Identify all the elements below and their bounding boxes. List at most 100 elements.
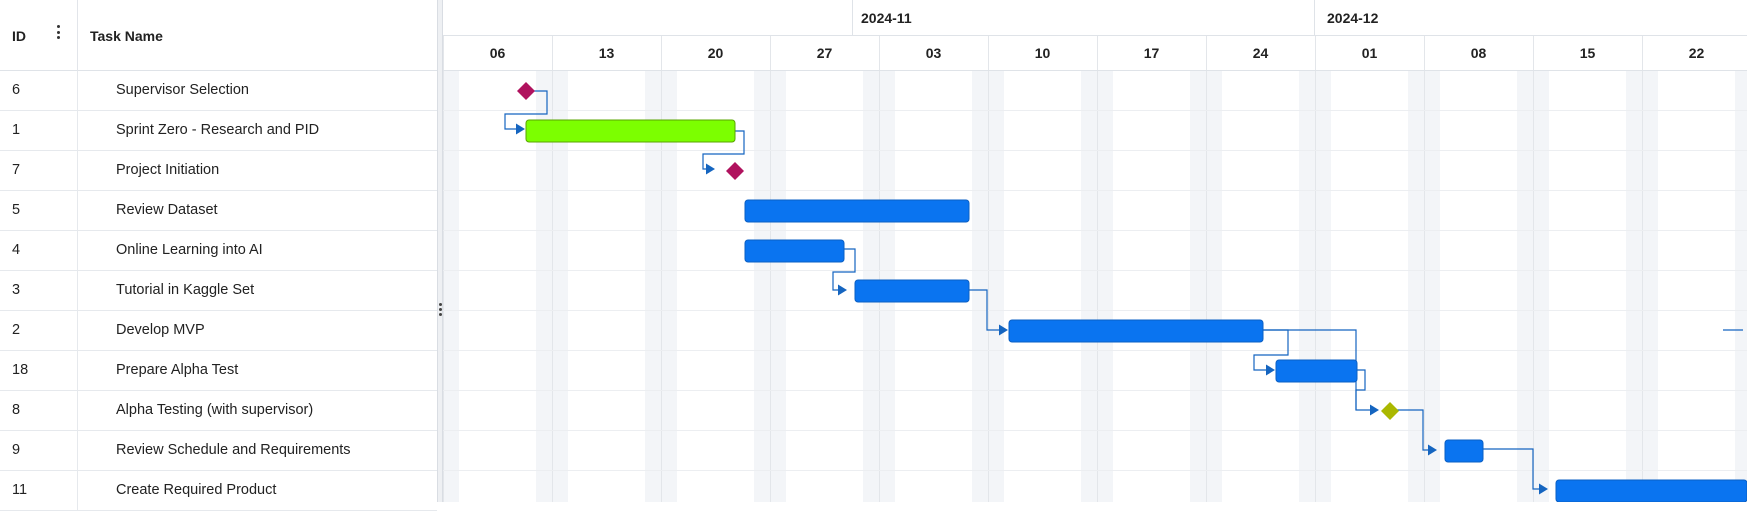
week-label: 17 [1144, 45, 1160, 61]
cell-divider [77, 151, 78, 191]
task-name-cell[interactable]: Supervisor Selection [116, 82, 249, 98]
column-header-task-name[interactable]: Task Name [90, 28, 163, 44]
cell-divider [77, 311, 78, 351]
task-bar[interactable] [854, 279, 970, 303]
cell-divider [77, 471, 78, 511]
task-name-cell[interactable]: Prepare Alpha Test [116, 362, 239, 378]
column-divider[interactable] [77, 0, 78, 71]
task-name-cell[interactable]: Alpha Testing (with supervisor) [116, 402, 314, 418]
weekend-shade [1642, 71, 1658, 502]
task-name-cell[interactable]: Review Dataset [116, 202, 218, 218]
table-row[interactable]: 18 Prepare Alpha Test [0, 351, 437, 391]
week-label: 20 [708, 45, 724, 61]
task-id-cell: 8 [12, 402, 21, 418]
task-name-cell[interactable]: Sprint Zero - Research and PID [116, 122, 320, 138]
task-id-cell: 4 [12, 242, 21, 258]
weekend-shade [1081, 71, 1097, 502]
task-name-cell[interactable]: Tutorial in Kaggle Set [116, 282, 255, 298]
milestone-marker[interactable] [1381, 402, 1399, 420]
dependency-arrow-icon [706, 163, 715, 175]
table-row[interactable]: 11 Create Required Product [0, 471, 437, 511]
task-name-cell[interactable]: Review Schedule and Requirements [116, 442, 351, 458]
cell-divider [77, 71, 78, 111]
task-id-cell: 5 [12, 202, 21, 218]
task-name-cell[interactable]: Project Initiation [116, 162, 220, 178]
weekend-shade [1533, 71, 1549, 502]
weekend-shade [1299, 71, 1315, 502]
task-name-cell[interactable]: Online Learning into AI [116, 242, 263, 258]
cell-divider [77, 231, 78, 271]
cell-divider [77, 111, 78, 151]
week-label: 13 [599, 45, 615, 61]
weekend-shade [1408, 71, 1424, 502]
weekend-shade [443, 71, 459, 502]
cell-divider [77, 351, 78, 391]
grid-header: ID Task Name [0, 0, 437, 71]
task-id-cell: 3 [12, 282, 21, 298]
weekend-shade [1206, 71, 1222, 502]
week-label: 01 [1362, 45, 1378, 61]
task-bar[interactable] [1008, 319, 1264, 343]
task-grid: ID Task Name 6 Supervisor Selection 1 Sprin… [0, 0, 438, 511]
panel-splitter[interactable] [438, 0, 443, 502]
dependency-arrow-icon [1370, 404, 1379, 416]
task-id-cell: 9 [12, 442, 21, 458]
weekend-shade [536, 71, 552, 502]
task-bar[interactable] [525, 119, 736, 143]
task-name-cell[interactable]: Develop MVP [116, 322, 205, 338]
table-row[interactable]: 5 Review Dataset [0, 191, 437, 231]
table-row[interactable]: 4 Online Learning into AI [0, 231, 437, 271]
task-bar[interactable] [744, 239, 845, 263]
task-id-cell: 7 [12, 162, 21, 178]
dependency-connector [969, 289, 1006, 331]
month-label: 2024-12 [1327, 10, 1379, 26]
week-label: 27 [817, 45, 833, 61]
cell-divider [77, 191, 78, 231]
dependency-connector [832, 248, 856, 291]
dependency-arrow-icon [999, 324, 1008, 336]
milestone-marker[interactable] [726, 162, 744, 180]
weekend-shade [972, 71, 988, 502]
dependency-connector [1355, 369, 1366, 410]
table-row[interactable]: 1 Sprint Zero - Research and PID [0, 111, 437, 151]
dependency-arrow-icon [516, 123, 525, 135]
weekend-shade [552, 71, 568, 502]
weekend-shade [1097, 71, 1113, 502]
week-label: 08 [1471, 45, 1487, 61]
table-row[interactable]: 6 Supervisor Selection [0, 71, 437, 111]
gantt-chart-canvas: 2024-11 2024-12 06 13 20 27 03 10 17 24 01 08 15 22 [443, 0, 1747, 502]
cell-divider [77, 431, 78, 471]
task-bar[interactable] [744, 199, 970, 223]
milestone-marker[interactable] [517, 82, 535, 100]
table-row[interactable]: 9 Review Schedule and Requirements [0, 431, 437, 471]
weekend-shade [770, 71, 786, 502]
table-row[interactable]: 7 Project Initiation [0, 151, 437, 191]
dependency-arrow-icon [1266, 364, 1275, 376]
task-bar[interactable] [1555, 479, 1747, 502]
weekend-shade [1315, 71, 1331, 502]
task-id-cell: 11 [12, 482, 28, 498]
table-row[interactable]: 2 Develop MVP [0, 311, 437, 351]
column-header-id[interactable]: ID [12, 28, 26, 44]
column-menu-icon[interactable] [53, 25, 63, 41]
table-row[interactable]: 3 Tutorial in Kaggle Set [0, 271, 437, 311]
splitter-handle-icon[interactable] [438, 303, 443, 318]
weekend-shade [1424, 71, 1440, 502]
cell-divider [77, 271, 78, 311]
dependency-arrow-icon [1539, 483, 1548, 495]
week-label: 10 [1035, 45, 1051, 61]
weekend-shade [988, 71, 1004, 502]
task-bar[interactable] [1444, 439, 1484, 463]
weekend-shade [1190, 71, 1206, 502]
task-name-cell[interactable]: Create Required Product [116, 482, 277, 498]
task-id-cell: 1 [12, 122, 21, 138]
dependency-connector [504, 90, 548, 130]
task-bar[interactable] [1275, 359, 1358, 383]
weekend-shade [1626, 71, 1642, 502]
dependency-connector [702, 130, 745, 170]
week-label: 15 [1580, 45, 1596, 61]
week-label: 03 [926, 45, 942, 61]
table-row[interactable]: 8 Alpha Testing (with supervisor) [0, 391, 437, 431]
month-label: 2024-11 [861, 10, 912, 26]
dependency-arrow-icon [1428, 444, 1437, 456]
